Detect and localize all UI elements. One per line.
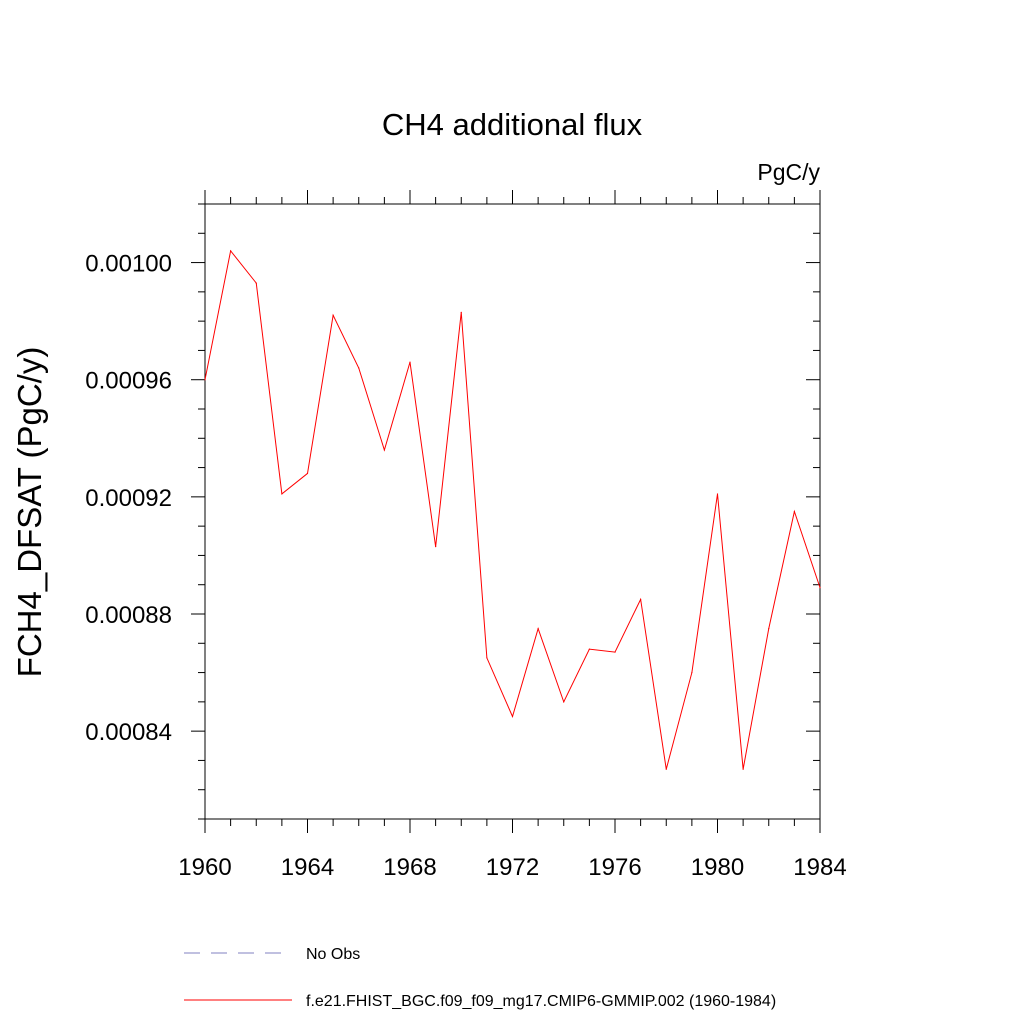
x-tick-label: 1980 — [691, 854, 744, 881]
x-tick-label: 1968 — [383, 854, 436, 881]
y-tick-label: 0.00084 — [85, 719, 172, 746]
y-tick-label: 0.00088 — [85, 602, 172, 629]
data-point — [255, 282, 257, 284]
data-point — [230, 250, 232, 252]
data-point — [306, 472, 309, 475]
data-point — [281, 493, 283, 495]
data-point — [768, 628, 770, 630]
units-label: PgC/y — [757, 159, 820, 185]
plot-frame — [204, 203, 821, 820]
data-point — [204, 379, 206, 381]
data-point — [486, 657, 488, 659]
y-tick-label: 0.00096 — [85, 368, 172, 395]
data-point — [665, 768, 667, 770]
x-tick-label: 1964 — [281, 854, 334, 881]
data-point — [332, 314, 334, 316]
data-point — [563, 701, 565, 703]
data-point — [409, 361, 411, 363]
data-point — [537, 628, 539, 630]
chart-title: CH4 additional flux — [382, 107, 643, 142]
legend-label-no-obs: No Obs — [306, 946, 360, 963]
y-tick-labels: 0.00084 0.00088 0.00092 0.00096 0.00100 — [85, 251, 172, 747]
data-point — [742, 768, 744, 770]
x-tick-label: 1976 — [588, 854, 641, 881]
y-tick-label: 0.00092 — [85, 485, 172, 512]
series-layer — [204, 249, 821, 770]
y-tick-label: 0.00100 — [85, 251, 172, 278]
data-point — [435, 546, 437, 548]
series-line — [204, 249, 821, 770]
data-point — [691, 671, 693, 674]
x-tick-label: 1960 — [178, 854, 231, 881]
data-point — [358, 367, 360, 369]
x-tick-label: 1972 — [486, 854, 539, 881]
legend-label-model: f.e21.FHIST_BGC.f09_f09_mg17.CMIP6-GMMIP… — [306, 993, 776, 1010]
data-point — [793, 510, 795, 513]
axis-ticks — [191, 190, 821, 833]
data-point — [819, 587, 821, 589]
x-tick-labels: 1960 1964 1968 1972 1976 1980 1984 — [178, 854, 846, 881]
x-tick-label: 1984 — [793, 854, 846, 881]
data-point — [588, 648, 590, 650]
data-point — [716, 493, 719, 495]
data-point — [640, 598, 642, 600]
data-point — [511, 715, 514, 718]
y-axis-label: FCH4_DFSAT (PgC/y) — [11, 347, 48, 678]
legend: No Obs f.e21.FHIST_BGC.f09_f09_mg17.CMIP… — [184, 946, 776, 1010]
data-point — [383, 449, 385, 451]
data-point — [460, 311, 462, 313]
data-point — [614, 651, 616, 653]
